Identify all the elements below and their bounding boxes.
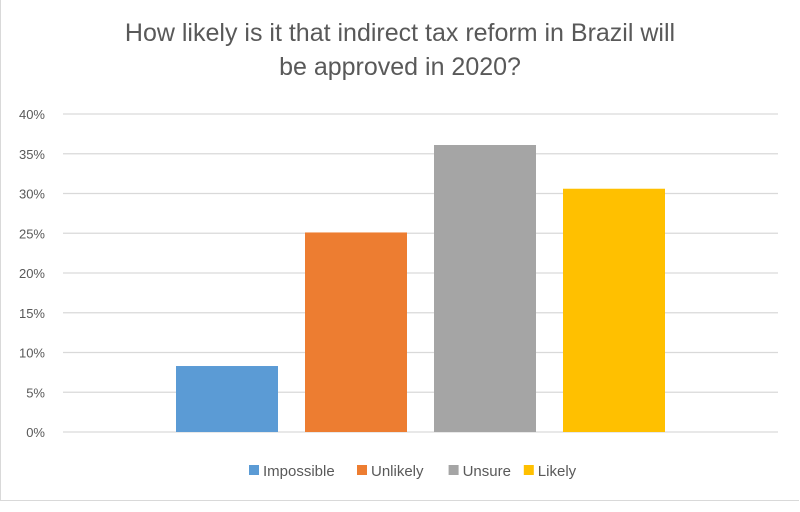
y-tick-label: 10%: [19, 346, 45, 361]
legend-label-impossible: Impossible: [263, 463, 335, 480]
legend-label-likely: Likely: [538, 463, 577, 480]
chart-title-line-2: be approved in 2020?: [279, 53, 521, 81]
y-tick-label: 35%: [19, 147, 45, 162]
legend-swatch-likely: [523, 465, 534, 475]
chart-title-line-1: How likely is it that indirect tax refor…: [124, 19, 676, 47]
chart-title: How likely is it that indirect tax refor…: [0, 16, 800, 84]
legend-label-unlikely: Unlikely: [371, 463, 424, 480]
chart-frame: [0, 0, 799, 501]
legend-label-unsure: Unsure: [463, 463, 511, 480]
y-tick-label: 5%: [26, 385, 45, 400]
y-tick-label: 15%: [19, 306, 45, 321]
legend-swatch-unsure: [448, 465, 459, 475]
bar-unsure: [434, 145, 536, 432]
bar-unlikely: [305, 232, 407, 432]
bar-likely: [563, 188, 665, 432]
bar-impossible: [176, 366, 278, 432]
y-tick-label: 25%: [19, 226, 45, 241]
legend-swatch-impossible: [249, 465, 259, 475]
y-tick-label: 20%: [19, 266, 45, 281]
y-tick-label: 40%: [19, 107, 45, 122]
legend-swatch-unlikely: [357, 465, 367, 475]
y-tick-label: 30%: [19, 187, 45, 202]
y-tick-label: 0%: [26, 425, 45, 440]
